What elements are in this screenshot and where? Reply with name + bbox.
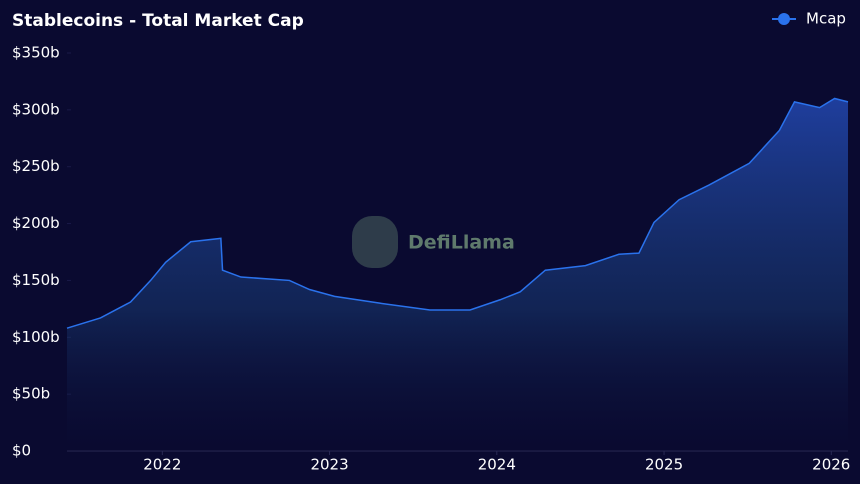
watermark: DefiLlama [408,232,515,254]
x-tick-label: 2026 [812,456,850,474]
y-tick-label: $150b [12,271,60,289]
x-tick-label: 2024 [478,456,516,474]
y-tick-label: $200b [12,214,60,232]
y-tick-label: $50b [12,385,50,403]
line [66,97,849,329]
area [67,98,848,451]
x-tick-label: 2025 [645,456,683,474]
y-tick-label: $100b [12,328,60,346]
x-tick-label: 2022 [143,456,181,474]
y-tick-label: $250b [12,157,60,175]
legend-marker [778,13,790,25]
y-tick-label: $350b [12,44,60,62]
legend-label: Mcap [806,10,846,28]
watermark-logo [352,216,398,268]
x-tick-label: 2023 [310,456,348,474]
y-tick-label: $0 [12,442,31,460]
chart-title: Stablecoins - Total Market Cap [12,11,304,31]
y-tick-label: $300b [12,100,60,118]
